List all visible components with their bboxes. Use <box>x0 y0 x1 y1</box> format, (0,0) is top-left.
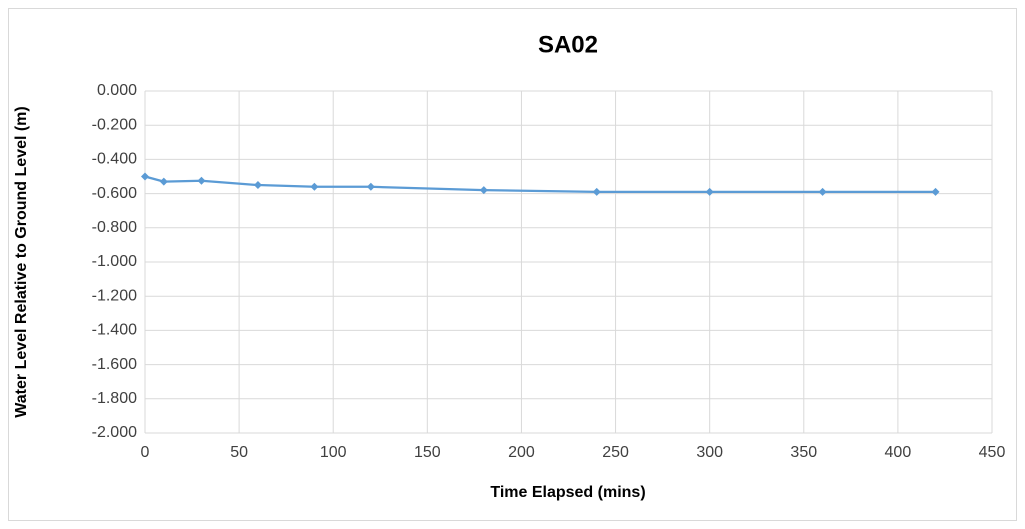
x-tick-label: 450 <box>979 444 1006 461</box>
x-tick-label: 0 <box>141 444 150 461</box>
x-axis-label: Time Elapsed (mins) <box>490 484 645 501</box>
x-tick-label: 150 <box>414 444 441 461</box>
y-tick-label: -0.200 <box>92 116 137 133</box>
data-point <box>592 187 601 196</box>
y-tick-label: -0.600 <box>92 185 137 202</box>
data-point <box>253 181 262 190</box>
chart-border <box>8 8 1017 521</box>
data-point <box>141 172 149 181</box>
x-tick-label: 50 <box>230 444 248 461</box>
data-point <box>159 177 168 186</box>
y-tick-label: -0.400 <box>92 151 137 168</box>
y-tick-label: -0.800 <box>92 219 137 236</box>
y-tick-label: -2.000 <box>92 424 137 441</box>
data-point <box>931 187 940 196</box>
x-tick-label: 100 <box>320 444 347 461</box>
y-tick-label: -1.000 <box>92 253 137 270</box>
chart-title: SA02 <box>538 31 598 58</box>
data-point <box>818 187 827 196</box>
data-point <box>705 187 714 196</box>
y-tick-label: 0.000 <box>97 82 137 99</box>
x-tick-label: 350 <box>790 444 817 461</box>
data-point <box>310 182 319 191</box>
y-axis-label: Water Level Relative to Ground Level (m) <box>13 106 30 417</box>
y-tick-label: -1.200 <box>92 287 137 304</box>
data-point <box>197 176 206 185</box>
data-point <box>366 182 375 191</box>
y-tick-label: -1.400 <box>92 322 137 339</box>
x-tick-label: 400 <box>885 444 912 461</box>
data-point <box>479 186 488 195</box>
x-tick-label: 250 <box>602 444 629 461</box>
y-tick-label: -1.600 <box>92 356 137 373</box>
y-tick-label: -1.800 <box>92 390 137 407</box>
x-tick-label: 200 <box>508 444 535 461</box>
x-tick-label: 300 <box>696 444 723 461</box>
